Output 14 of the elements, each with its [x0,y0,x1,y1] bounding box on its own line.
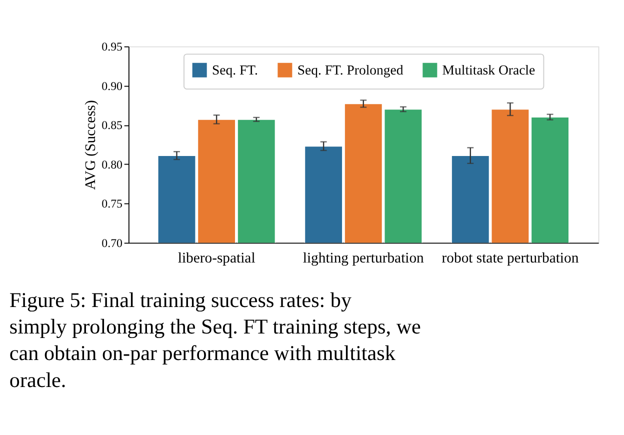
y-tick-label: 0.90 [102,78,123,93]
y-tick-label: 0.80 [102,157,123,172]
y-tick-label: 0.75 [102,196,123,211]
caption: Figure 5: Final training success rates: by simply prolonging the Seq. FT training steps, we can obtain on-par performance with multitask oracle. [9,288,421,392]
legend-label: Seq. FT. [212,62,258,78]
x-tick-label: lighting perturbation [302,250,425,266]
legend-label: Seq. FT. Prolonged [297,62,404,78]
x-tick-label: libero-spatial [178,250,256,266]
legend-label: Multitask Oracle [442,62,536,78]
y-axis-title: AVG (Success) [83,100,100,190]
x-tick-label: robot state perturbation [442,250,580,266]
y-tick-label: 0.70 [102,236,123,250]
y-tick-label: 0.95 [102,40,123,54]
y-tick-label: 0.85 [102,118,123,132]
